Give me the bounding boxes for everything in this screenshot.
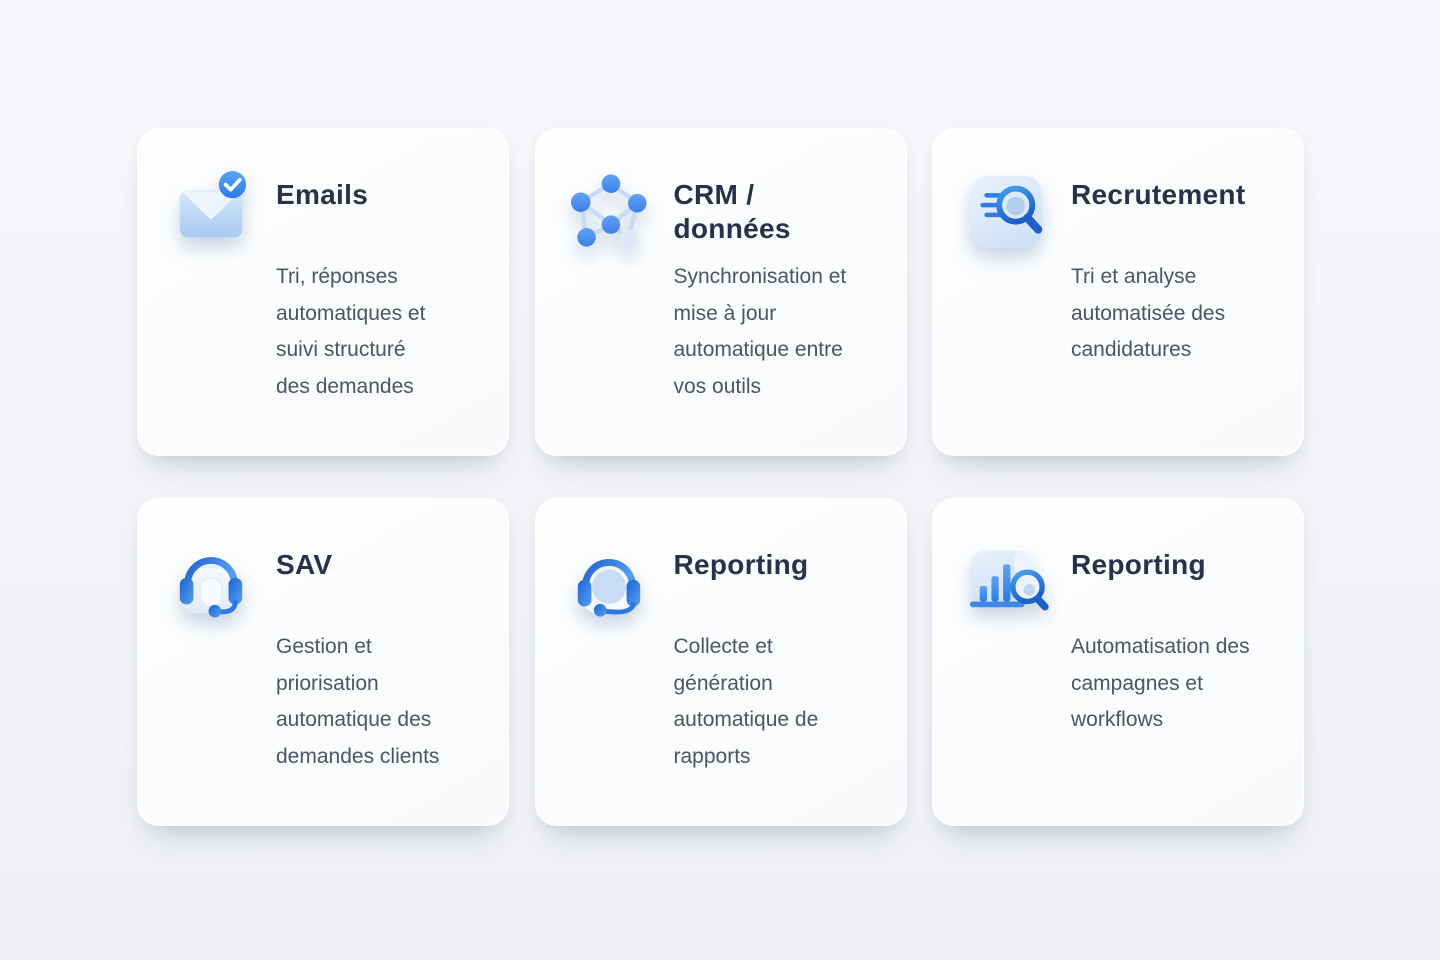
card-title: SAV [276, 549, 333, 580]
card-description: Tri et analyse automatisée des candidatu… [1071, 265, 1226, 361]
card-title: CRM / données [673, 179, 791, 244]
card-title: Reporting [673, 549, 809, 580]
headset-person-icon [172, 541, 250, 619]
card-header: Recrutement [967, 171, 1275, 249]
network-icon [570, 171, 648, 249]
feature-card-sav: SAV Gestion et priorisation automatique … [137, 498, 509, 826]
feature-card-emails: Emails Tri, réponses automatiques et sui… [137, 128, 509, 456]
feature-card-crm: CRM / données Synchronisation et mise à … [534, 128, 907, 456]
card-description: Gestion et priorisation automatique des … [276, 635, 440, 768]
card-description: Collecte et génération automatique de ra… [673, 635, 819, 768]
card-title: Recrutement [1071, 179, 1246, 210]
card-description: Automatisation des campagnes et workflow… [1071, 635, 1250, 731]
search-lines-icon [967, 171, 1045, 249]
card-header: Emails [172, 171, 480, 249]
card-title: Reporting [1071, 549, 1206, 580]
feature-card-reporting-2: Reporting Automatisation des campagnes e… [932, 498, 1304, 826]
card-title: Emails [276, 179, 369, 210]
chart-search-icon [967, 541, 1049, 619]
email-check-icon [172, 171, 250, 249]
card-header: SAV [172, 541, 480, 619]
feature-card-recrutement: Recrutement Tri et analyse automatisée d… [932, 128, 1304, 456]
card-header: Reporting [570, 541, 878, 619]
feature-card-reporting-1: Reporting Collecte et génération automat… [534, 498, 907, 826]
card-header: Reporting [967, 541, 1275, 619]
card-description: Synchronisation et mise à jour automatiq… [673, 265, 847, 398]
card-header: CRM / données [570, 171, 878, 249]
card-description: Tri, réponses automatiques et suivi stru… [276, 265, 426, 398]
feature-grid: Emails Tri, réponses automatiques et sui… [137, 128, 1304, 826]
headset-icon [570, 541, 648, 619]
